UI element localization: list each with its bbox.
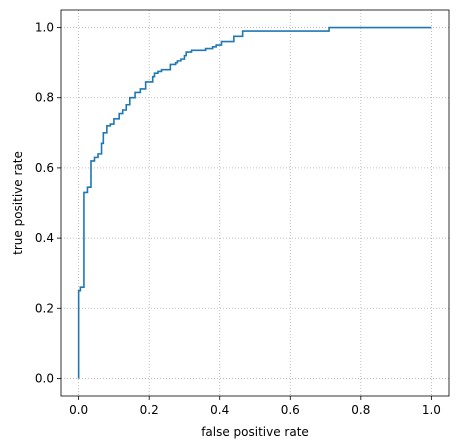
roc-curve-line (77, 26, 432, 379)
y-axis-label: true positive rate (11, 151, 25, 255)
x-tick-label: 0.0 (69, 403, 88, 417)
y-tick-label: 1.0 (35, 21, 54, 35)
ticks: 0.0 0.2 0.4 0.6 0.8 1.0 0.0 0.2 0.4 0.6 0.8 1.0 (35, 21, 441, 417)
x-tick-label: 0.6 (281, 403, 300, 417)
y-tick-label: 0.2 (35, 301, 54, 315)
y-tick-label: 0.8 (35, 91, 54, 105)
grid (61, 10, 449, 396)
x-axis-label: false positive rate (201, 425, 309, 439)
y-tick-label: 0.4 (35, 231, 54, 245)
x-tick-label: 0.4 (210, 403, 229, 417)
plot-frame (60, 9, 450, 397)
x-tick-label: 0.2 (140, 403, 159, 417)
series-layer (77, 26, 432, 379)
x-tick-label: 1.0 (422, 403, 441, 417)
y-tick-label: 0.6 (35, 161, 54, 175)
y-tick-label: 0.0 (35, 371, 54, 385)
x-tick-label: 0.8 (351, 403, 370, 417)
